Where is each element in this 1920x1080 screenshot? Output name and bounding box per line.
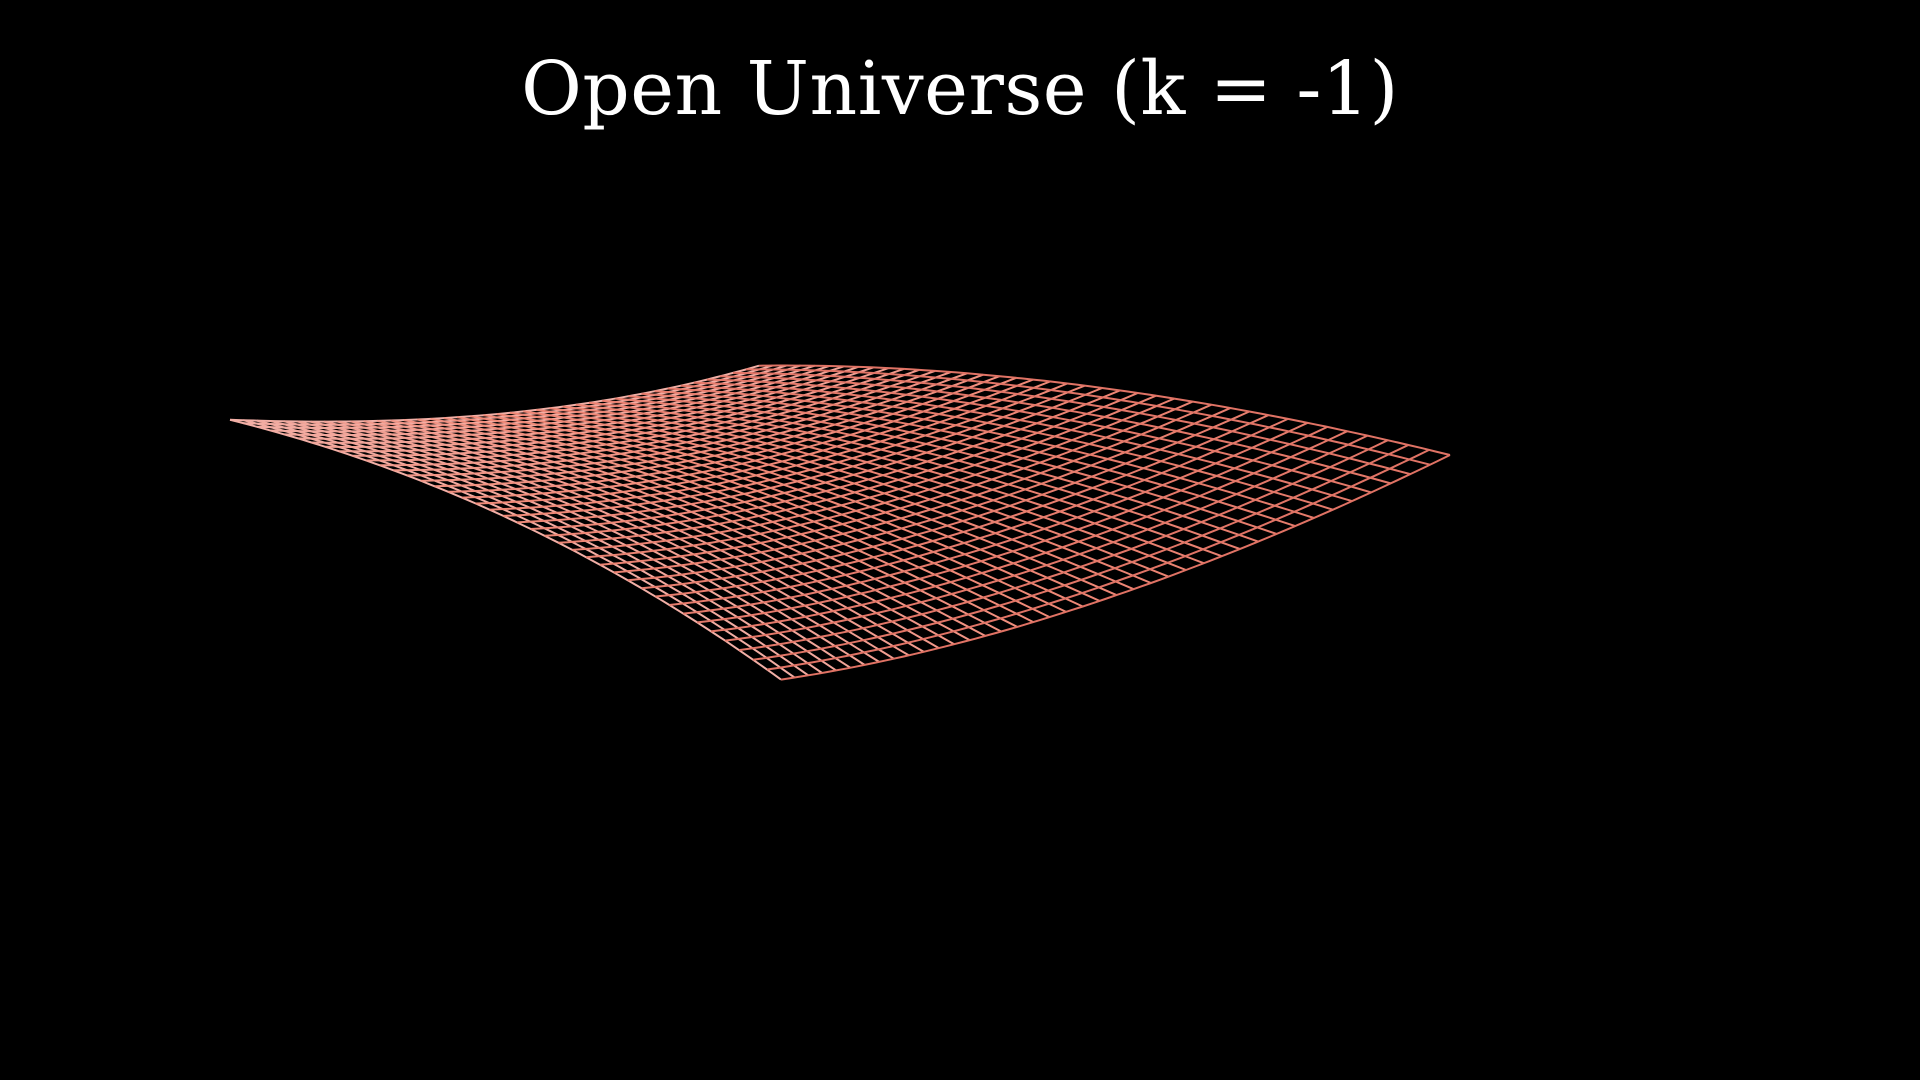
- mesh-line-u-35: [710, 430, 1348, 633]
- mesh-line-v-32: [654, 390, 1296, 528]
- mesh-line-u-37: [738, 439, 1389, 652]
- mesh-line-u-40: [780, 454, 1451, 681]
- mesh-line-v-29: [615, 397, 1241, 550]
- page-title: Open Universe (k = -1): [521, 46, 1399, 132]
- mesh-line-v-36: [706, 378, 1372, 494]
- mesh-line-u-26: [586, 397, 1175, 559]
- mesh-line-u-33: [683, 421, 1309, 615]
- mesh-line-u-36: [724, 434, 1368, 642]
- mesh-line-v-33: [667, 387, 1315, 519]
- mesh-line-u-38: [752, 444, 1409, 661]
- mesh-line-u-25: [572, 394, 1157, 551]
- mesh-line-v-40: [758, 364, 1451, 456]
- mesh-line-u-34: [697, 425, 1328, 624]
- mesh-line-u-32: [669, 417, 1289, 606]
- mesh-line-u-30: [641, 410, 1250, 590]
- mesh-line-v-21: [509, 411, 1101, 602]
- mesh-line-v-39: [746, 368, 1431, 466]
- mesh-line-v-20: [496, 413, 1084, 608]
- mesh-line-u-31: [655, 414, 1269, 598]
- mesh-line-v-37: [719, 375, 1391, 485]
- mesh-line-v-27: [588, 401, 1205, 565]
- mesh-line-v-24: [549, 407, 1152, 584]
- mesh-line-v-25: [562, 405, 1169, 578]
- mesh-line-v-35: [693, 381, 1353, 503]
- mesh-line-v-30: [628, 395, 1259, 543]
- mesh-line-v-34: [680, 384, 1334, 511]
- mesh-line-u-29: [627, 407, 1231, 582]
- mesh-line-v-22: [523, 410, 1117, 597]
- mesh-line-v-23: [536, 408, 1135, 591]
- mesh-line-v-28: [602, 399, 1223, 558]
- mesh-line-v-26: [575, 403, 1187, 571]
- mesh-line-v-38: [732, 371, 1411, 476]
- mesh-line-v-31: [641, 392, 1277, 535]
- mesh-line-u-21: [516, 384, 1085, 524]
- mesh-line-u-28: [613, 403, 1212, 574]
- mesh-line-u-27: [599, 400, 1194, 566]
- mesh-line-u-24: [558, 392, 1139, 544]
- mesh-line-u-22: [530, 387, 1103, 530]
- mesh-line-u-23: [544, 389, 1121, 537]
- mesh-line-u-39: [766, 449, 1430, 671]
